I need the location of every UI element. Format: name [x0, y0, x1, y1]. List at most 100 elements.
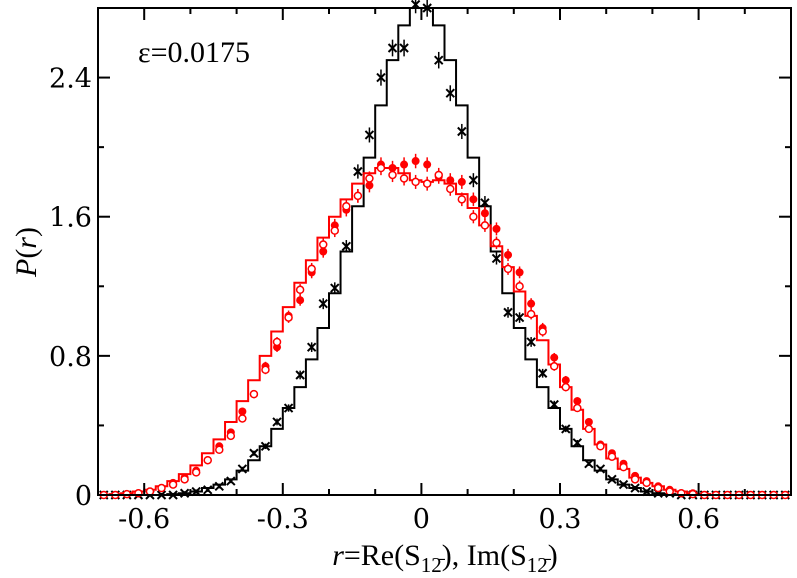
- series-4-point: [203, 455, 212, 465]
- filled-circle-marker: [446, 176, 455, 185]
- series-4-point: [226, 431, 236, 441]
- series-1-point: [306, 342, 317, 352]
- filled-circle-marker: [492, 224, 501, 233]
- open-circle-marker: [342, 202, 351, 211]
- series-4-point: [145, 487, 155, 496]
- open-circle-marker: [226, 431, 236, 441]
- x-label-eq: =Re(S: [344, 539, 421, 572]
- series-4-point: [457, 192, 467, 207]
- cross-marker: [306, 342, 317, 352]
- cross-marker: [468, 175, 479, 185]
- series-4-point: [422, 176, 432, 191]
- series-4-point: [307, 262, 316, 275]
- series-3-point: [411, 153, 420, 169]
- series-3-point: [492, 222, 501, 236]
- y-label-arg: r: [10, 237, 43, 249]
- open-circle-marker: [630, 475, 640, 484]
- series-1: [99, 0, 790, 500]
- open-circle-marker: [272, 337, 282, 347]
- x-label-sub2: 12̄: [527, 553, 552, 577]
- series-1-point: [572, 438, 583, 448]
- open-circle-marker: [168, 480, 178, 489]
- series-1-point: [272, 417, 282, 427]
- open-circle-marker: [584, 424, 594, 434]
- series-4-point: [261, 365, 270, 375]
- open-circle-marker: [330, 226, 340, 235]
- open-circle-marker: [249, 389, 259, 399]
- series-1-point: [226, 476, 236, 486]
- series-1-point: [330, 282, 340, 294]
- series-4-point: [561, 382, 571, 392]
- x-label-end: ): [548, 539, 558, 572]
- open-circle-marker: [145, 487, 155, 496]
- series-4-point: [168, 480, 178, 489]
- y-label-var: P: [10, 259, 43, 278]
- cross-marker: [503, 307, 513, 318]
- cross-marker: [341, 241, 352, 251]
- annotation-epsilon: ε=0.0175: [138, 36, 250, 69]
- cross-marker: [549, 399, 559, 410]
- series-1-point: [514, 312, 525, 323]
- cross-marker: [514, 312, 525, 323]
- series-2: [98, 167, 791, 496]
- cross-marker: [364, 130, 375, 140]
- series-3-point: [400, 157, 409, 172]
- series-3-point: [527, 298, 536, 310]
- open-circle-marker: [434, 170, 443, 180]
- open-circle-marker: [469, 212, 478, 221]
- x-tick-label: -0.3: [257, 504, 309, 535]
- y-tick-label: 1.6: [49, 203, 92, 234]
- series-1-point: [445, 85, 455, 102]
- series-3-point: [584, 417, 593, 426]
- series-3-point: [515, 266, 524, 279]
- series-4-point: [538, 326, 547, 337]
- series-1-point: [630, 483, 640, 493]
- series-4-point: [434, 167, 443, 183]
- series-4-point: [446, 181, 455, 196]
- filled-circle-marker: [238, 407, 247, 416]
- series-1-point: [584, 458, 594, 469]
- open-circle-marker: [157, 483, 166, 493]
- cross-marker: [237, 464, 248, 474]
- series-3-point: [504, 248, 513, 262]
- open-circle-marker: [561, 382, 571, 392]
- x-tick-label: 0: [413, 504, 430, 535]
- x-tick-label: -0.6: [118, 504, 170, 535]
- series-4-point: [295, 284, 305, 296]
- open-circle-marker: [515, 282, 524, 291]
- y-label-close-paren: ): [10, 227, 43, 237]
- open-circle-marker: [457, 195, 467, 204]
- axis-ticks: [98, 7, 791, 496]
- series-4-point: [411, 174, 420, 189]
- series-4-point: [180, 475, 189, 484]
- series-1-point: [237, 464, 248, 474]
- open-circle-marker: [411, 177, 420, 187]
- series-1-point: [353, 164, 363, 179]
- cross-marker: [434, 55, 444, 65]
- series-3-point: [238, 407, 247, 416]
- series-3-point: [573, 397, 582, 406]
- filled-circle-marker: [527, 299, 536, 308]
- series-4-point: [365, 171, 374, 186]
- series-4-point: [399, 171, 409, 186]
- series-4-point: [157, 483, 166, 493]
- y-tick-label: 0.8: [49, 342, 92, 373]
- open-circle-marker: [665, 487, 674, 496]
- cross-marker: [249, 448, 259, 458]
- series-4-point: [526, 308, 536, 320]
- open-circle-marker: [191, 468, 201, 477]
- open-circle-marker: [203, 455, 212, 465]
- series-3-point: [480, 206, 489, 220]
- open-circle-marker: [642, 478, 651, 488]
- cross-marker: [561, 424, 571, 434]
- cross-marker: [295, 370, 305, 380]
- open-circle-marker: [399, 174, 409, 183]
- series-1-point: [376, 69, 386, 86]
- open-circle-marker: [549, 362, 559, 371]
- open-circle-marker: [307, 264, 316, 274]
- cross-marker: [595, 464, 606, 474]
- cross-marker: [491, 253, 502, 264]
- series-1-point: [607, 474, 617, 485]
- filled-circle-marker: [423, 160, 432, 169]
- filled-circle-marker: [561, 376, 570, 385]
